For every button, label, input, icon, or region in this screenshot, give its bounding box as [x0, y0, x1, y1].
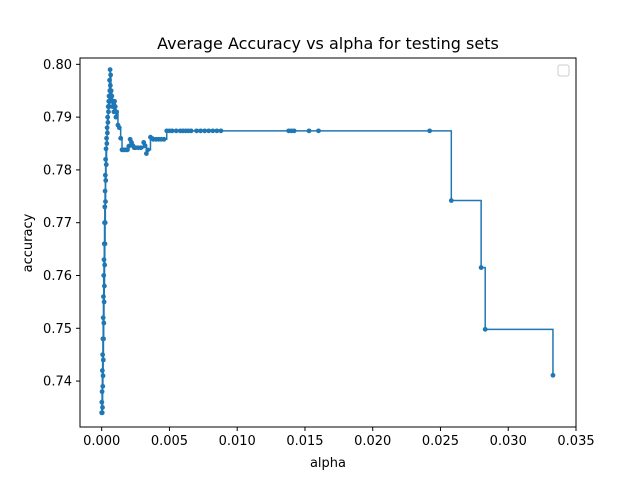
data-point: [107, 83, 113, 88]
data-point: [101, 336, 106, 342]
data-point: [99, 368, 105, 373]
data-point: [108, 72, 114, 78]
y-tick-label: 0.76: [43, 269, 72, 284]
data-point: [100, 352, 106, 358]
data-point: [138, 145, 144, 151]
data-point: [478, 265, 484, 270]
data-point: [101, 283, 107, 289]
data-point: [427, 128, 433, 134]
x-tick-label: 0.015: [286, 434, 323, 449]
data-point: [206, 128, 212, 134]
data-point: [108, 88, 114, 94]
data-point: [316, 128, 321, 134]
data-point: [114, 109, 119, 115]
legend-box: [557, 64, 570, 77]
x-axis-ticks: 0.000 0.005 0.010 0.015 0.020 0.025 0.030 0.035: [83, 427, 595, 449]
y-tick-label: 0.74: [43, 375, 72, 390]
data-point: [100, 383, 106, 389]
data-point: [99, 389, 105, 395]
data-point: [291, 128, 297, 134]
data-point: [100, 405, 105, 410]
data-point: [113, 114, 119, 120]
data-point: [161, 136, 167, 142]
data-point: [100, 315, 106, 321]
data-point: [100, 357, 106, 363]
data-point: [107, 67, 113, 73]
data-point: [112, 98, 117, 104]
series-layer: [99, 67, 556, 416]
y-tick-label: 0.75: [43, 322, 72, 337]
data-point: [102, 204, 108, 210]
data-point: [105, 114, 111, 120]
data-point: [109, 93, 115, 99]
data-point: [101, 320, 107, 326]
data-point: [202, 128, 208, 134]
data-point: [104, 141, 110, 146]
data-point: [103, 199, 108, 204]
data-point: [102, 220, 108, 226]
data-point: [101, 294, 106, 300]
y-tick-label: 0.79: [43, 111, 72, 126]
x-tick-label: 0.010: [219, 434, 256, 449]
data-point: [99, 399, 105, 405]
data-point: [100, 373, 106, 379]
data-point: [116, 125, 122, 131]
data-point: [210, 128, 216, 134]
data-point: [144, 151, 149, 156]
data-point: [112, 104, 118, 109]
data-point: [142, 143, 148, 149]
data-point: [106, 109, 111, 115]
data-point: [126, 143, 132, 149]
data-point: [104, 130, 110, 136]
data-point: [101, 257, 107, 263]
data-point: [102, 262, 108, 268]
data-point: [188, 128, 194, 134]
x-tick-label: 0.005: [151, 434, 188, 449]
data-point: [103, 146, 109, 152]
y-tick-label: 0.80: [43, 58, 72, 73]
data-point: [218, 128, 224, 134]
data-point: [99, 410, 105, 416]
data-point: [102, 188, 108, 194]
x-tick-label: 0.020: [354, 434, 391, 449]
data-point: [102, 172, 108, 178]
data-point: [104, 125, 110, 131]
data-point: [306, 128, 312, 134]
data-point: [482, 326, 488, 332]
data-point: [104, 135, 109, 141]
data-point: [194, 128, 199, 134]
data-point: [448, 198, 454, 203]
data-point: [125, 147, 130, 153]
y-tick-label: 0.77: [43, 216, 72, 231]
x-axis-label: alpha: [310, 456, 346, 471]
chart-title: Average Accuracy vs alpha for testing se…: [157, 34, 499, 53]
y-axis-label: accuracy: [21, 213, 36, 272]
data-point: [101, 299, 107, 305]
x-tick-label: 0.030: [490, 434, 527, 449]
x-tick-label: 0.035: [557, 434, 594, 449]
data-point: [118, 135, 124, 141]
data-point: [103, 156, 109, 162]
data-point: [169, 128, 175, 134]
data-point: [214, 128, 220, 134]
x-tick-label: 0.000: [83, 434, 120, 449]
data-point: [101, 273, 107, 278]
data-point: [198, 128, 204, 134]
data-point: [173, 128, 179, 134]
data-point: [145, 147, 151, 153]
x-tick-label: 0.025: [422, 434, 459, 449]
data-point: [103, 178, 109, 183]
data-point: [103, 162, 109, 168]
data-point: [105, 120, 111, 125]
y-axis-ticks: 0.74 0.75 0.76 0.77 0.78 0.79 0.80: [43, 58, 80, 390]
data-point: [550, 372, 556, 378]
data-point: [102, 241, 108, 247]
y-tick-label: 0.78: [43, 163, 72, 178]
data-point: [107, 77, 112, 83]
axes-frame: [79, 57, 577, 428]
